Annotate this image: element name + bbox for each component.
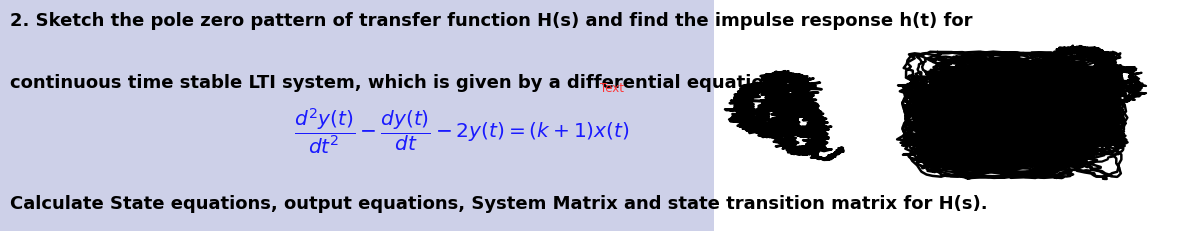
Bar bbox=[0, 0, 714, 231]
Text: $\dfrac{d^2y(t)}{dt^2} - \dfrac{dy(t)}{dt} - 2y(t) = (k+1)x(t)$: $\dfrac{d^2y(t)}{dt^2} - \dfrac{dy(t)}{d… bbox=[294, 106, 630, 155]
Text: 2. Sketch the pole zero pattern of transfer function H(s) and find the impulse r: 2. Sketch the pole zero pattern of trans… bbox=[10, 12, 972, 30]
Text: continuous time stable LTI system, which is given by a differential equation.: continuous time stable LTI system, which… bbox=[10, 74, 782, 92]
Text: Text: Text bbox=[600, 81, 624, 94]
Text: Calculate State equations, output equations, System Matrix and state transition : Calculate State equations, output equati… bbox=[10, 195, 988, 213]
Bar bbox=[714, 0, 1200, 231]
